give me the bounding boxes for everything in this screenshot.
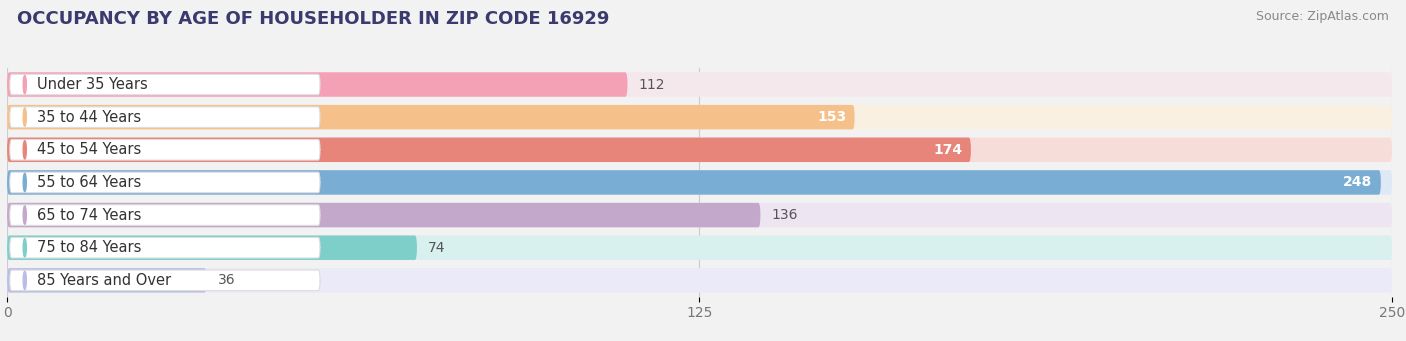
FancyBboxPatch shape [7,268,1392,293]
Text: 153: 153 [817,110,846,124]
FancyBboxPatch shape [7,203,761,227]
Text: 36: 36 [218,273,235,287]
Text: 74: 74 [427,241,446,255]
Circle shape [24,239,27,257]
Circle shape [24,75,27,94]
Text: 55 to 64 Years: 55 to 64 Years [38,175,142,190]
FancyBboxPatch shape [7,105,855,129]
FancyBboxPatch shape [7,236,1392,260]
Text: Under 35 Years: Under 35 Years [38,77,148,92]
FancyBboxPatch shape [7,72,1392,97]
FancyBboxPatch shape [10,270,321,291]
Text: 45 to 54 Years: 45 to 54 Years [38,142,142,157]
Text: 65 to 74 Years: 65 to 74 Years [38,208,142,223]
FancyBboxPatch shape [10,139,321,160]
Text: Source: ZipAtlas.com: Source: ZipAtlas.com [1256,10,1389,23]
Text: 75 to 84 Years: 75 to 84 Years [38,240,142,255]
FancyBboxPatch shape [7,137,1392,162]
Circle shape [24,173,27,192]
Text: 248: 248 [1343,175,1372,190]
Circle shape [24,140,27,159]
Text: OCCUPANCY BY AGE OF HOUSEHOLDER IN ZIP CODE 16929: OCCUPANCY BY AGE OF HOUSEHOLDER IN ZIP C… [17,10,609,28]
FancyBboxPatch shape [10,172,321,193]
Circle shape [24,206,27,224]
FancyBboxPatch shape [7,203,1392,227]
FancyBboxPatch shape [7,236,418,260]
FancyBboxPatch shape [10,107,321,128]
FancyBboxPatch shape [7,170,1392,195]
FancyBboxPatch shape [7,268,207,293]
FancyBboxPatch shape [7,72,627,97]
Circle shape [24,271,27,290]
Circle shape [24,108,27,126]
Text: 174: 174 [934,143,963,157]
Text: 85 Years and Over: 85 Years and Over [38,273,172,288]
FancyBboxPatch shape [10,205,321,225]
FancyBboxPatch shape [7,137,972,162]
FancyBboxPatch shape [10,237,321,258]
FancyBboxPatch shape [10,74,321,95]
Text: 112: 112 [638,77,665,91]
Text: 35 to 44 Years: 35 to 44 Years [38,110,142,125]
FancyBboxPatch shape [7,170,1381,195]
Text: 136: 136 [772,208,799,222]
FancyBboxPatch shape [7,105,1392,129]
